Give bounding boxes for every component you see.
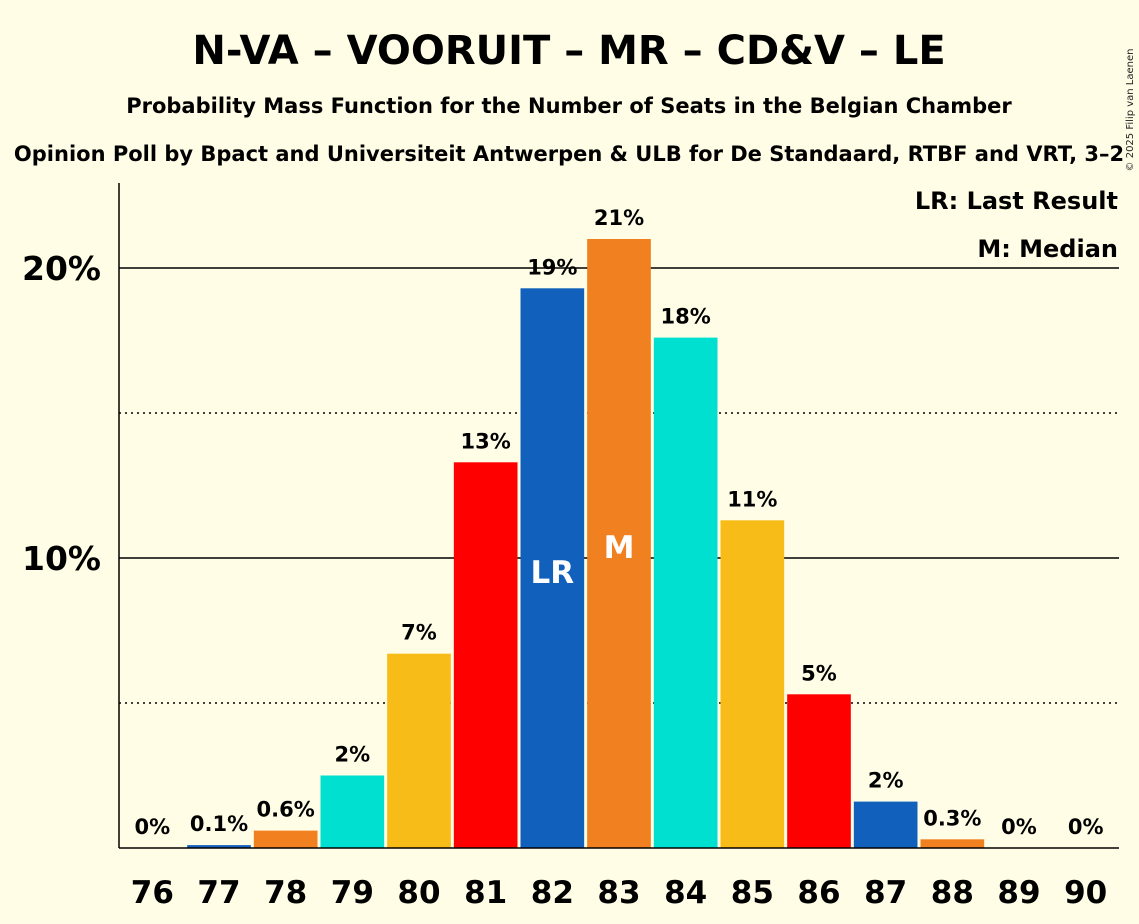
bar-seats-82 xyxy=(520,288,585,848)
bar-seats-81 xyxy=(453,462,518,848)
x-tick-label: 80 xyxy=(397,875,440,911)
last-result-marker: LR xyxy=(531,555,575,591)
x-tick-label: 85 xyxy=(731,875,774,911)
x-tick-label: 84 xyxy=(664,875,707,911)
bar-value-label: 0% xyxy=(1001,815,1037,839)
bar-value-label: 0% xyxy=(1068,815,1104,839)
bar-value-label: 0.3% xyxy=(923,806,981,830)
x-tick-label: 87 xyxy=(864,875,907,911)
bar-value-label: 0.1% xyxy=(190,812,248,836)
chart-title: N-VA – VOORUIT – MR – CD&V – LE xyxy=(192,28,945,74)
bar-value-label: 13% xyxy=(461,429,511,453)
x-tick-label: 90 xyxy=(1064,875,1107,911)
bar-seats-85 xyxy=(720,520,785,848)
bar-value-label: 11% xyxy=(727,487,777,511)
bar-value-label: 2% xyxy=(335,743,371,767)
chart-subtitle: Probability Mass Function for the Number… xyxy=(126,94,1012,118)
bar-seats-79 xyxy=(320,775,385,848)
poll-source: Opinion Poll by Bpact and Universiteit A… xyxy=(14,142,1124,166)
bar-value-label: 0.6% xyxy=(257,798,315,822)
bar-value-label: 21% xyxy=(594,206,644,230)
bar-value-label: 0% xyxy=(135,815,171,839)
x-tick-label: 76 xyxy=(131,875,174,911)
bar-seats-87 xyxy=(853,801,918,848)
bar-seats-80 xyxy=(387,653,451,848)
bar-seats-86 xyxy=(787,694,851,848)
bar-value-label: 5% xyxy=(801,661,837,685)
y-axis-ticks: 10% 20% xyxy=(22,249,101,578)
bar-value-label: 19% xyxy=(527,255,577,279)
x-axis-ticks: 76 77 78 79 80 81 82 83 84 85 86 87 88 89 90 xyxy=(131,875,1107,911)
x-tick-label: 82 xyxy=(531,875,574,911)
bar-value-label: 7% xyxy=(401,621,437,645)
x-tick-label: 86 xyxy=(797,875,840,911)
copyright-notice: © 2025 Filip van Laenen xyxy=(1125,49,1136,172)
y-tick-label: 20% xyxy=(22,249,101,288)
bar-seats-83 xyxy=(587,239,651,848)
bar-seats-88 xyxy=(920,839,985,848)
x-tick-label: 78 xyxy=(264,875,307,911)
x-tick-label: 77 xyxy=(197,875,240,911)
bar-seats-77 xyxy=(187,845,251,848)
bar-seats-78 xyxy=(253,830,318,848)
x-tick-label: 89 xyxy=(997,875,1040,911)
x-tick-label: 83 xyxy=(597,875,640,911)
median-marker: M xyxy=(604,530,635,566)
y-tick-label: 10% xyxy=(22,539,101,578)
legend-median: M: Median xyxy=(977,235,1118,263)
bar-seats-84 xyxy=(653,337,718,848)
x-tick-label: 88 xyxy=(931,875,974,911)
legend-last-result: LR: Last Result xyxy=(915,187,1118,215)
bar-value-label: 2% xyxy=(868,769,904,793)
bar-value-label: 18% xyxy=(661,305,711,329)
x-tick-label: 79 xyxy=(331,875,374,911)
bars: 0% 0.1% 0.6% 2% 7% 13% 19% LR 21% M 18% 11% 5% 2% 0.3%… xyxy=(135,206,1104,848)
x-tick-label: 81 xyxy=(464,875,507,911)
